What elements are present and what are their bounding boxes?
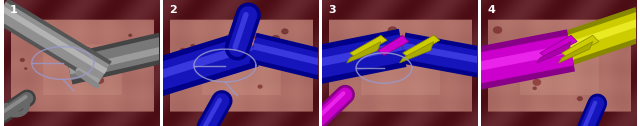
Circle shape [407, 55, 416, 62]
Circle shape [191, 44, 195, 48]
Circle shape [24, 67, 28, 70]
Polygon shape [540, 35, 577, 58]
Text: 3: 3 [328, 5, 336, 15]
Circle shape [532, 86, 537, 90]
Circle shape [452, 65, 457, 69]
Circle shape [96, 77, 104, 84]
Polygon shape [347, 42, 381, 63]
Circle shape [20, 58, 25, 62]
Polygon shape [350, 35, 387, 58]
Circle shape [412, 49, 417, 52]
Text: 4: 4 [487, 5, 495, 15]
Circle shape [577, 96, 583, 101]
Circle shape [180, 48, 186, 53]
Polygon shape [378, 35, 409, 55]
Circle shape [387, 26, 397, 35]
Polygon shape [537, 42, 571, 63]
Circle shape [85, 47, 90, 51]
Circle shape [257, 85, 262, 89]
Polygon shape [559, 42, 593, 63]
Circle shape [516, 42, 524, 48]
Circle shape [532, 79, 541, 86]
Circle shape [246, 31, 257, 39]
Circle shape [51, 48, 58, 53]
Text: 2: 2 [169, 5, 177, 15]
Text: 1: 1 [10, 5, 18, 15]
Polygon shape [562, 35, 599, 58]
Circle shape [342, 89, 346, 93]
Circle shape [128, 34, 132, 37]
Polygon shape [399, 42, 434, 63]
Circle shape [271, 35, 280, 42]
Polygon shape [403, 35, 440, 58]
Circle shape [368, 42, 377, 50]
Circle shape [493, 26, 502, 34]
Circle shape [547, 72, 551, 76]
Circle shape [281, 28, 289, 34]
